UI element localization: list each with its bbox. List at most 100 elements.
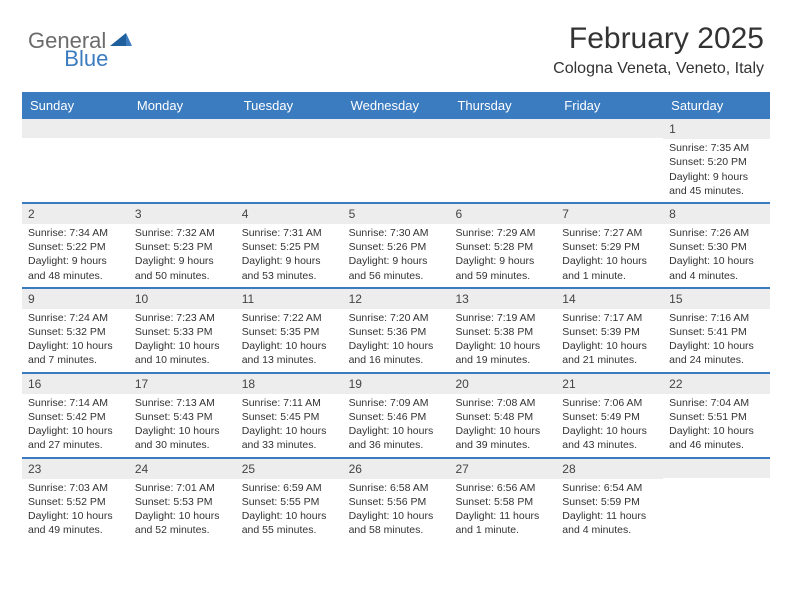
daylight-text: Daylight: 10 hours and 21 minutes.	[562, 339, 657, 367]
sunrise-text: Sunrise: 7:34 AM	[28, 226, 123, 240]
sunset-text: Sunset: 5:48 PM	[455, 410, 550, 424]
page-title: February 2025	[553, 22, 764, 56]
week-row: 1Sunrise: 7:35 AMSunset: 5:20 PMDaylight…	[22, 119, 770, 204]
daylight-text: Daylight: 10 hours and 13 minutes.	[242, 339, 337, 367]
sunset-text: Sunset: 5:36 PM	[349, 325, 444, 339]
day-number	[22, 119, 129, 138]
daylight-text: Daylight: 10 hours and 7 minutes.	[28, 339, 123, 367]
location-text: Cologna Veneta, Veneto, Italy	[553, 60, 764, 78]
sunrise-text: Sunrise: 6:56 AM	[455, 481, 550, 495]
day-body: Sunrise: 7:04 AMSunset: 5:51 PMDaylight:…	[663, 396, 770, 457]
sunrise-text: Sunrise: 7:04 AM	[669, 396, 764, 410]
day-number: 10	[129, 289, 236, 309]
daylight-text: Daylight: 10 hours and 43 minutes.	[562, 424, 657, 452]
sunset-text: Sunset: 5:51 PM	[669, 410, 764, 424]
sunset-text: Sunset: 5:41 PM	[669, 325, 764, 339]
day-cell: 26Sunrise: 6:58 AMSunset: 5:56 PMDayligh…	[343, 459, 450, 542]
day-cell: 8Sunrise: 7:26 AMSunset: 5:30 PMDaylight…	[663, 204, 770, 287]
sunset-text: Sunset: 5:39 PM	[562, 325, 657, 339]
day-body: Sunrise: 7:30 AMSunset: 5:26 PMDaylight:…	[343, 226, 450, 287]
day-cell: 4Sunrise: 7:31 AMSunset: 5:25 PMDaylight…	[236, 204, 343, 287]
day-number: 1	[663, 119, 770, 139]
day-cell: 9Sunrise: 7:24 AMSunset: 5:32 PMDaylight…	[22, 289, 129, 372]
day-number: 28	[556, 459, 663, 479]
day-body: Sunrise: 7:03 AMSunset: 5:52 PMDaylight:…	[22, 481, 129, 542]
daylight-text: Daylight: 9 hours and 48 minutes.	[28, 254, 123, 282]
day-body: Sunrise: 7:09 AMSunset: 5:46 PMDaylight:…	[343, 396, 450, 457]
sunrise-text: Sunrise: 7:26 AM	[669, 226, 764, 240]
sunrise-text: Sunrise: 7:16 AM	[669, 311, 764, 325]
sunset-text: Sunset: 5:58 PM	[455, 495, 550, 509]
day-cell	[129, 119, 236, 202]
day-cell: 25Sunrise: 6:59 AMSunset: 5:55 PMDayligh…	[236, 459, 343, 542]
day-number: 2	[22, 204, 129, 224]
sunset-text: Sunset: 5:35 PM	[242, 325, 337, 339]
daylight-text: Daylight: 10 hours and 10 minutes.	[135, 339, 230, 367]
sunrise-text: Sunrise: 7:09 AM	[349, 396, 444, 410]
sunrise-text: Sunrise: 7:14 AM	[28, 396, 123, 410]
day-body: Sunrise: 7:34 AMSunset: 5:22 PMDaylight:…	[22, 226, 129, 287]
day-number: 15	[663, 289, 770, 309]
weekday-header: Tuesday	[236, 92, 343, 119]
sunrise-text: Sunrise: 7:13 AM	[135, 396, 230, 410]
header: General Blue February 2025 Cologna Venet…	[0, 0, 792, 86]
day-number: 3	[129, 204, 236, 224]
day-cell: 24Sunrise: 7:01 AMSunset: 5:53 PMDayligh…	[129, 459, 236, 542]
weekday-header: Saturday	[663, 92, 770, 119]
sunset-text: Sunset: 5:28 PM	[455, 240, 550, 254]
sunrise-text: Sunrise: 7:19 AM	[455, 311, 550, 325]
sunset-text: Sunset: 5:20 PM	[669, 155, 764, 169]
day-body: Sunrise: 6:56 AMSunset: 5:58 PMDaylight:…	[449, 481, 556, 542]
sunset-text: Sunset: 5:26 PM	[349, 240, 444, 254]
day-number: 23	[22, 459, 129, 479]
daylight-text: Daylight: 9 hours and 56 minutes.	[349, 254, 444, 282]
sunrise-text: Sunrise: 7:22 AM	[242, 311, 337, 325]
day-cell: 27Sunrise: 6:56 AMSunset: 5:58 PMDayligh…	[449, 459, 556, 542]
day-cell: 12Sunrise: 7:20 AMSunset: 5:36 PMDayligh…	[343, 289, 450, 372]
day-cell: 20Sunrise: 7:08 AMSunset: 5:48 PMDayligh…	[449, 374, 556, 457]
day-number	[343, 119, 450, 138]
day-cell	[449, 119, 556, 202]
day-body: Sunrise: 7:06 AMSunset: 5:49 PMDaylight:…	[556, 396, 663, 457]
sunrise-text: Sunrise: 7:06 AM	[562, 396, 657, 410]
day-cell: 13Sunrise: 7:19 AMSunset: 5:38 PMDayligh…	[449, 289, 556, 372]
day-number: 11	[236, 289, 343, 309]
day-number: 26	[343, 459, 450, 479]
sunset-text: Sunset: 5:30 PM	[669, 240, 764, 254]
sunrise-text: Sunrise: 7:17 AM	[562, 311, 657, 325]
sunrise-text: Sunrise: 7:20 AM	[349, 311, 444, 325]
day-cell: 22Sunrise: 7:04 AMSunset: 5:51 PMDayligh…	[663, 374, 770, 457]
sunset-text: Sunset: 5:55 PM	[242, 495, 337, 509]
day-body: Sunrise: 7:01 AMSunset: 5:53 PMDaylight:…	[129, 481, 236, 542]
day-body: Sunrise: 7:22 AMSunset: 5:35 PMDaylight:…	[236, 311, 343, 372]
day-cell: 23Sunrise: 7:03 AMSunset: 5:52 PMDayligh…	[22, 459, 129, 542]
day-number: 6	[449, 204, 556, 224]
daylight-text: Daylight: 10 hours and 39 minutes.	[455, 424, 550, 452]
sunset-text: Sunset: 5:42 PM	[28, 410, 123, 424]
daylight-text: Daylight: 9 hours and 53 minutes.	[242, 254, 337, 282]
weekday-header: Friday	[556, 92, 663, 119]
day-body: Sunrise: 7:17 AMSunset: 5:39 PMDaylight:…	[556, 311, 663, 372]
day-number: 22	[663, 374, 770, 394]
sunrise-text: Sunrise: 7:01 AM	[135, 481, 230, 495]
daylight-text: Daylight: 10 hours and 1 minute.	[562, 254, 657, 282]
title-block: February 2025 Cologna Veneta, Veneto, It…	[553, 22, 764, 78]
sunrise-text: Sunrise: 7:27 AM	[562, 226, 657, 240]
daylight-text: Daylight: 10 hours and 24 minutes.	[669, 339, 764, 367]
day-body: Sunrise: 7:32 AMSunset: 5:23 PMDaylight:…	[129, 226, 236, 287]
day-number: 21	[556, 374, 663, 394]
day-body: Sunrise: 7:08 AMSunset: 5:48 PMDaylight:…	[449, 396, 556, 457]
daylight-text: Daylight: 10 hours and 58 minutes.	[349, 509, 444, 537]
day-number: 19	[343, 374, 450, 394]
sunset-text: Sunset: 5:29 PM	[562, 240, 657, 254]
day-number: 13	[449, 289, 556, 309]
day-number: 24	[129, 459, 236, 479]
day-number: 20	[449, 374, 556, 394]
day-cell: 19Sunrise: 7:09 AMSunset: 5:46 PMDayligh…	[343, 374, 450, 457]
sunset-text: Sunset: 5:52 PM	[28, 495, 123, 509]
day-number: 27	[449, 459, 556, 479]
sunrise-text: Sunrise: 7:08 AM	[455, 396, 550, 410]
day-number	[236, 119, 343, 138]
day-cell	[22, 119, 129, 202]
sunrise-text: Sunrise: 7:30 AM	[349, 226, 444, 240]
